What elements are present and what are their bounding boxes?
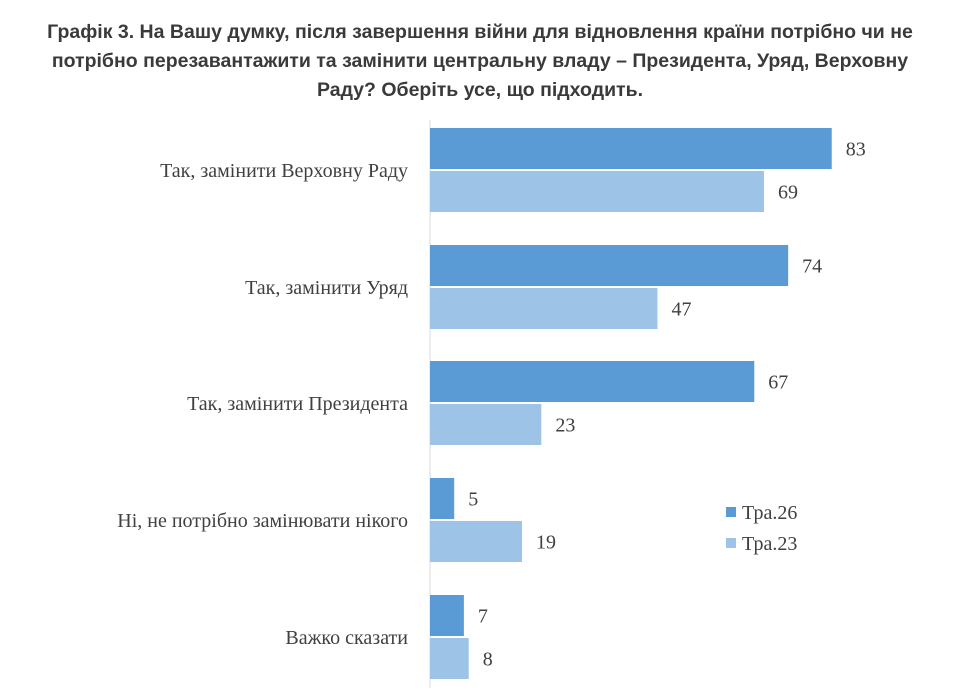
- bar-series-2: [430, 521, 522, 562]
- data-label: 47: [671, 299, 691, 321]
- legend-label: Тра.23: [742, 533, 797, 555]
- data-label: 8: [483, 649, 493, 671]
- bar-series-1: [430, 595, 464, 636]
- category-label: Так, замінити Президента: [187, 393, 408, 415]
- bar-series-1: [430, 245, 789, 286]
- chart-title-line-2: потрібно перезавантажити та замінити цен…: [51, 50, 909, 72]
- data-label: 7: [478, 606, 488, 628]
- category-label: Важко сказати: [285, 627, 408, 649]
- data-label: 69: [778, 182, 798, 204]
- bar-series-2: [430, 171, 764, 212]
- category-label: Ні, не потрібно замінювати нікого: [117, 510, 408, 532]
- data-label: 74: [802, 256, 822, 278]
- legend-swatch: [726, 507, 736, 517]
- data-label: 5: [468, 489, 478, 511]
- category-label: Так, замінити Уряд: [245, 277, 408, 299]
- data-label: 19: [536, 532, 556, 554]
- legend-label: Тра.26: [742, 502, 797, 524]
- legend-swatch: [726, 538, 736, 548]
- chart-title: Графік 3. На Вашу думку, після завершенн…: [0, 18, 960, 105]
- bar-series-2: [430, 638, 469, 679]
- bar-series-1: [430, 128, 832, 169]
- chart-title-line-1: Графік 3. На Вашу думку, після завершенн…: [47, 21, 913, 43]
- bar-series-2: [430, 404, 542, 445]
- data-label: 83: [846, 139, 866, 161]
- bar-series-1: [430, 361, 755, 402]
- data-label: 23: [555, 415, 575, 437]
- bar-series-1: [430, 478, 455, 519]
- chart-title-line-3: Раду? Оберіть усе, що підходить.: [316, 79, 644, 101]
- data-label: 67: [768, 372, 788, 394]
- bar-series-2: [430, 288, 658, 329]
- category-label: Так, замінити Верховну Раду: [160, 160, 408, 182]
